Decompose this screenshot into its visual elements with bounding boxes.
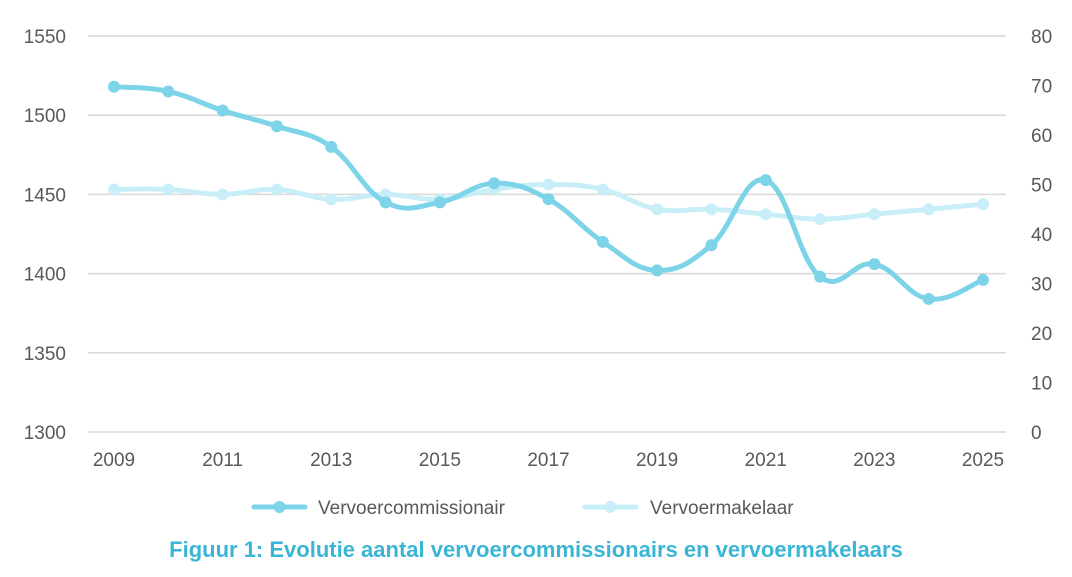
data-point [542,178,555,191]
data-point [162,85,175,98]
legend-item: Vervoermakelaar [582,498,794,519]
right-tick-label: 0 [1031,423,1042,444]
data-point [651,203,664,216]
left-tick-label: 1450 [24,185,66,206]
data-point [705,203,718,216]
data-point [433,196,446,209]
legend-swatch-marker [604,501,617,513]
data-point [270,183,283,196]
figure-caption: Figuur 1: Evolutie aantal vervoercommiss… [169,537,903,562]
x-tick-label: 2011 [202,450,243,471]
data-point [759,174,772,187]
left-tick-label: 1400 [24,265,66,286]
right-tick-label: 70 [1031,77,1052,98]
left-axis-ticks: 1550 1500 1450 1400 1350 1300 [24,27,66,444]
data-point [108,183,120,196]
right-tick-label: 20 [1031,324,1052,345]
series-layer [108,80,989,305]
data-point [868,208,881,221]
right-tick-label: 10 [1031,374,1052,395]
data-point [325,193,338,206]
data-point [108,80,120,93]
x-tick-label: 2013 [310,450,352,471]
data-point [814,270,827,283]
right-tick-label: 60 [1031,126,1052,147]
series-vervoercommissionair [108,80,989,305]
legend-label: Vervoercommissionair [318,498,506,519]
data-point [216,188,229,201]
left-tick-label: 1350 [24,344,66,365]
data-point [325,140,338,153]
legend-item: Vervoercommissionair [251,498,506,519]
data-point [542,193,555,206]
data-point [705,239,718,252]
x-tick-label: 2017 [527,450,569,471]
legend-label: Vervoermakelaar [650,498,794,519]
data-point [162,183,175,196]
legend-swatch-marker [273,501,286,513]
gridlines [88,35,1006,433]
x-tick-label: 2025 [962,450,1004,471]
legend: Vervoercommissionair Vervoermakelaar [251,498,794,519]
x-tick-label: 2021 [745,450,787,471]
x-tick-label: 2009 [93,450,135,471]
data-point [814,213,827,226]
data-point [596,235,609,248]
left-tick-label: 1500 [24,106,66,127]
data-point [977,273,989,286]
right-tick-label: 30 [1031,275,1052,296]
data-point [977,198,989,211]
data-point [868,258,881,271]
right-axis-ticks: 80 70 60 50 40 30 20 10 0 [1031,27,1052,444]
data-point [759,208,772,221]
data-point [596,183,609,196]
x-axis-ticks: 2009 2011 2013 2015 2017 2019 2021 2023 2025 [93,450,1004,471]
x-tick-label: 2019 [636,450,678,471]
x-tick-label: 2015 [419,450,461,471]
data-point [379,196,392,209]
data-point [651,264,664,277]
right-tick-label: 40 [1031,225,1052,246]
x-tick-label: 2023 [853,450,895,471]
data-point [216,104,229,117]
data-point [270,120,283,133]
left-tick-label: 1550 [24,27,66,48]
data-point [922,292,935,305]
series-vervoermakelaar [108,178,989,226]
left-tick-label: 1300 [24,423,66,444]
data-point [488,177,501,190]
right-tick-label: 50 [1031,176,1052,197]
right-tick-label: 80 [1031,27,1052,48]
data-point [922,203,935,216]
